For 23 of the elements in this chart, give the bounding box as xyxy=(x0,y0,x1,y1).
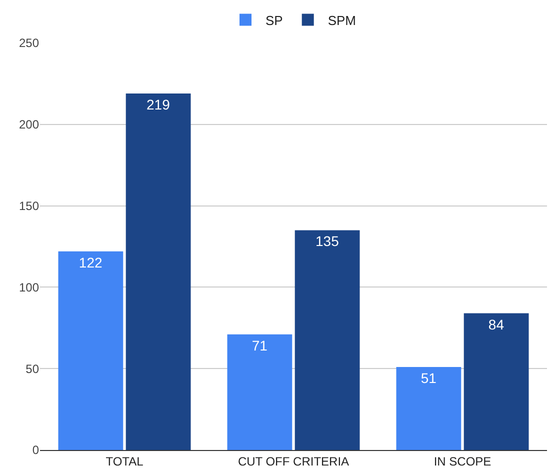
legend-label: SP xyxy=(266,12,283,28)
bar xyxy=(396,366,462,450)
x-tick-label: TOTAL xyxy=(106,454,144,468)
data-label: 71 xyxy=(252,337,268,354)
data-label: 135 xyxy=(316,233,340,250)
data-label: 122 xyxy=(78,254,102,270)
data-label: 219 xyxy=(146,96,170,112)
y-tick-label: 250 xyxy=(18,36,40,50)
y-tick-label: 200 xyxy=(18,118,40,132)
x-tick-label: CUT OFF CRITERIA xyxy=(238,454,350,468)
bar xyxy=(58,251,124,450)
bar xyxy=(126,93,191,450)
data-label: 84 xyxy=(488,316,504,332)
bar xyxy=(464,313,529,450)
x-tick-label: IN SCOPE xyxy=(434,454,492,468)
legend-label: SPM xyxy=(328,12,356,28)
y-tick-label: 0 xyxy=(32,443,40,458)
y-tick-label: 50 xyxy=(26,362,40,376)
bar xyxy=(294,230,360,450)
bar xyxy=(227,334,292,450)
y-tick-label: 100 xyxy=(18,280,40,294)
data-label: 51 xyxy=(420,370,437,386)
y-tick-label: 150 xyxy=(18,199,40,213)
